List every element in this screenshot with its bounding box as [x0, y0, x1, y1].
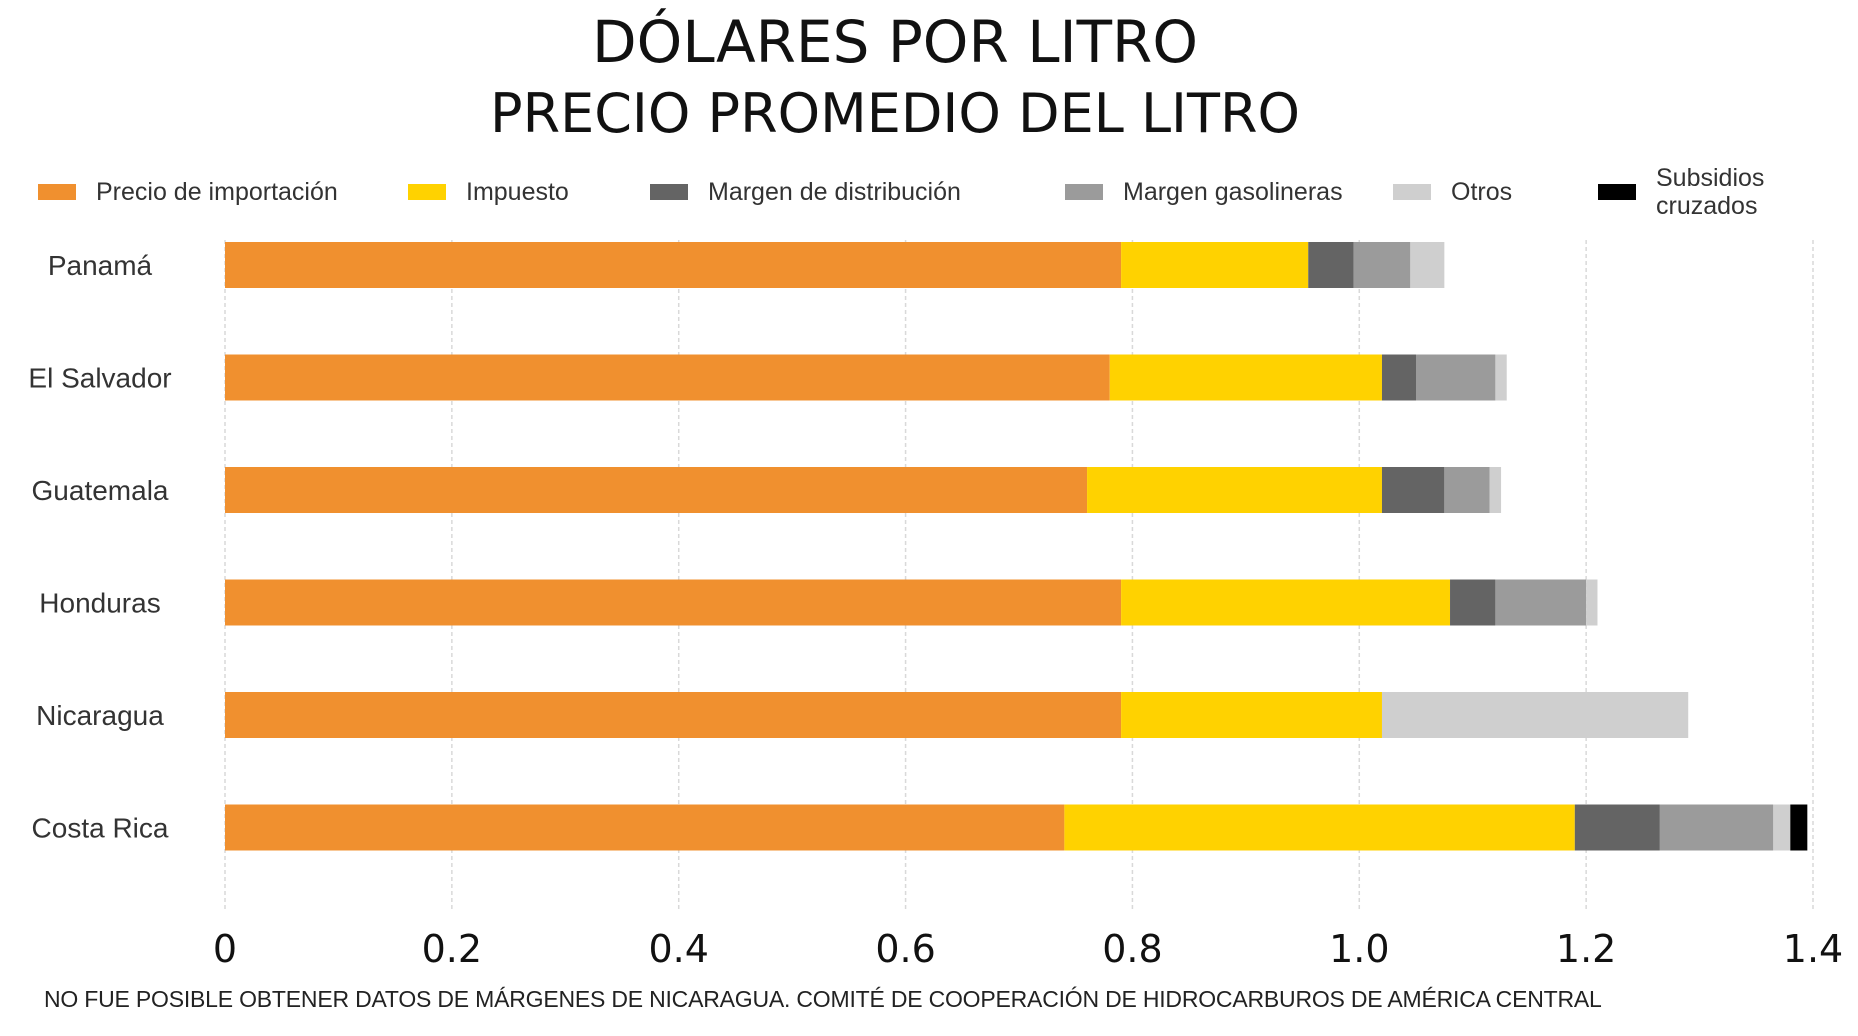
legend-swatch	[1065, 184, 1103, 200]
legend-swatch	[38, 184, 76, 200]
legend-swatch	[1598, 184, 1636, 200]
bar-segment	[1381, 467, 1445, 513]
bar-chart: 0 0.2 0.4 0.6 0.8 1.0 1.2 1.4 Panamá El Salvador G…	[28, 240, 1843, 971]
chart-footnote: NO FUE POSIBLE OBTENER DATOS DE MÁRGENES…	[44, 986, 1602, 1012]
bar-segment	[225, 354, 1110, 401]
bar-segment	[1495, 579, 1587, 626]
bar-segment	[1410, 242, 1445, 288]
legend-item: Precio de importación	[38, 178, 338, 206]
bar-segment	[225, 579, 1122, 626]
category-label: Honduras	[39, 588, 160, 619]
bar-segment	[1416, 354, 1496, 401]
legend-item: Impuesto	[408, 178, 569, 206]
legend-label: Otros	[1451, 178, 1513, 206]
bar-segment	[1381, 692, 1689, 738]
bar-segment	[1109, 354, 1382, 401]
x-tick-label: 0.8	[1102, 927, 1162, 971]
bar-segment	[1087, 467, 1382, 513]
bar-segment	[225, 242, 1122, 288]
legend-label: Margen de distribución	[708, 178, 961, 206]
legend-item: Subsidios cruzados	[1598, 164, 1764, 220]
bar-segment	[1121, 692, 1382, 738]
x-tick-label: 0	[213, 927, 237, 971]
bar-segment	[1121, 242, 1309, 288]
category-label: Costa Rica	[32, 813, 169, 844]
bar-segment	[225, 467, 1088, 513]
bar-segment	[1659, 804, 1774, 851]
category-label: Nicaragua	[36, 700, 164, 731]
category-label: Guatemala	[32, 475, 169, 506]
x-tick-label: 1.2	[1556, 927, 1616, 971]
bar-segment	[1381, 354, 1416, 401]
category-label: El Salvador	[28, 363, 171, 394]
legend-swatch	[650, 184, 688, 200]
x-tick-label: 0.6	[875, 927, 935, 971]
bar-segment	[1495, 354, 1507, 401]
bar-segment	[1450, 579, 1496, 626]
legend-swatch	[408, 184, 446, 200]
legend-swatch	[1393, 184, 1431, 200]
bar-segment	[1586, 579, 1598, 626]
bar-segment	[1308, 242, 1354, 288]
bar-segment	[1064, 804, 1575, 851]
bar-segment	[1444, 467, 1490, 513]
legend-label: Precio de importación	[96, 178, 338, 206]
legend-item: Margen gasolineras	[1065, 178, 1343, 206]
chart-legend: Precio de importación Impuesto Margen de d…	[30, 160, 1830, 230]
chart-subtitle: PRECIO PROMEDIO DEL LITRO	[490, 82, 1300, 145]
legend-item: Otros	[1393, 178, 1512, 206]
bar-segment	[225, 692, 1122, 738]
bar-segment	[1790, 804, 1808, 851]
legend-item: Margen de distribución	[650, 178, 961, 206]
bar-segment	[1489, 467, 1502, 513]
chart-title: DÓLARES POR LITRO	[592, 8, 1198, 76]
bar-segment	[225, 804, 1065, 851]
bar-segment	[1574, 804, 1660, 851]
x-tick-label: 0.2	[422, 927, 482, 971]
legend-label: Subsidios cruzados	[1656, 164, 1765, 220]
x-tick-label: 1.0	[1329, 927, 1389, 971]
legend-label: Impuesto	[466, 178, 569, 206]
bar-segment	[1353, 242, 1411, 288]
bar-segment	[1773, 804, 1791, 851]
legend-label: Margen gasolineras	[1123, 178, 1343, 206]
bar-segment	[1121, 579, 1451, 626]
x-tick-label: 1.4	[1783, 927, 1843, 971]
x-tick-label: 0.4	[648, 927, 708, 971]
category-label: Panamá	[48, 250, 153, 281]
